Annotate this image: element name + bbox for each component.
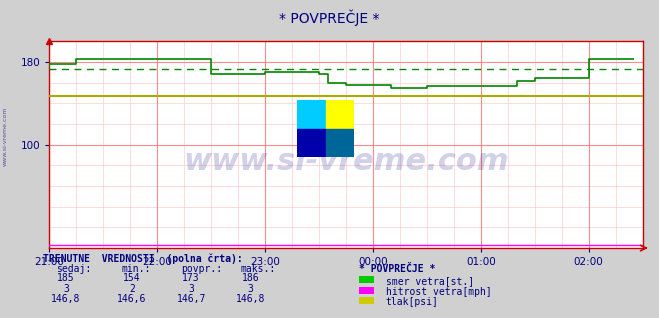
Text: 146,6: 146,6 — [117, 294, 146, 304]
Text: 3: 3 — [63, 284, 69, 294]
Text: TRENUTNE  VREDNOSTI  (polna črta):: TRENUTNE VREDNOSTI (polna črta): — [43, 254, 243, 264]
Text: 146,8: 146,8 — [51, 294, 80, 304]
Text: 186: 186 — [242, 273, 259, 283]
Text: 3: 3 — [188, 284, 194, 294]
Text: sedaj:: sedaj: — [56, 264, 91, 274]
Text: * POVPREČJE *: * POVPREČJE * — [279, 9, 380, 26]
Text: www.si-vreme.com: www.si-vreme.com — [3, 107, 8, 167]
Text: 154: 154 — [123, 273, 140, 283]
Text: maks.:: maks.: — [241, 264, 275, 274]
Text: hitrost vetra[mph]: hitrost vetra[mph] — [386, 287, 491, 297]
Text: min.:: min.: — [122, 264, 152, 274]
Text: 185: 185 — [57, 273, 74, 283]
Bar — [297, 129, 326, 157]
Text: 173: 173 — [183, 273, 200, 283]
Text: 146,8: 146,8 — [236, 294, 265, 304]
Text: * POVPREČJE *: * POVPREČJE * — [359, 264, 436, 274]
Bar — [326, 100, 354, 129]
Text: tlak[psi]: tlak[psi] — [386, 297, 438, 307]
Text: 3: 3 — [248, 284, 253, 294]
Bar — [326, 129, 354, 157]
Text: 2: 2 — [129, 284, 134, 294]
Text: smer vetra[st.]: smer vetra[st.] — [386, 276, 474, 287]
Text: povpr.:: povpr.: — [181, 264, 222, 274]
Text: www.si-vreme.com: www.si-vreme.com — [183, 147, 509, 176]
Bar — [297, 100, 326, 129]
Text: 146,7: 146,7 — [177, 294, 206, 304]
